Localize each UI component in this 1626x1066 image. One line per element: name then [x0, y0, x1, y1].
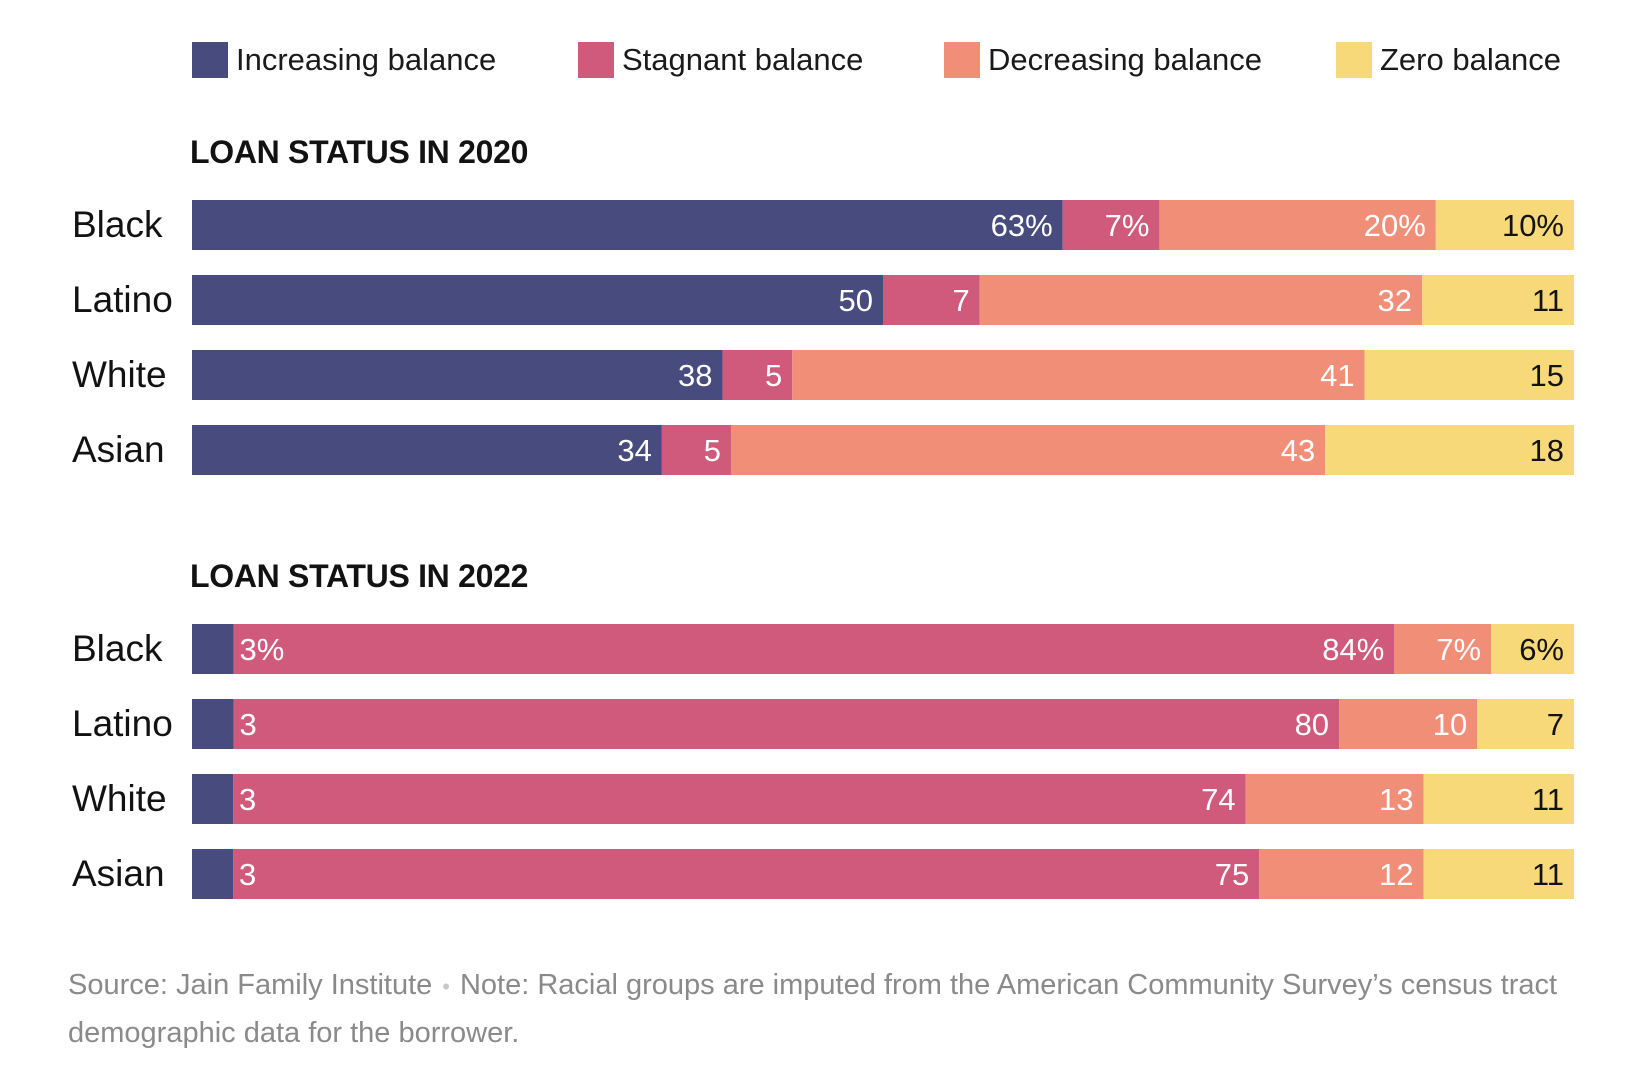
data-label-2020-black-decreasing-balance: 20% [1364, 208, 1426, 243]
data-label-2022-black-decreasing-balance: 7% [1436, 632, 1481, 667]
bar-segment-2022-black-increasing-balance [192, 624, 234, 674]
data-label-2020-black-zero-balance: 10% [1502, 208, 1564, 243]
bar-segment-2022-latino-decreasing-balance [1339, 699, 1478, 749]
data-label-2020-latino-decreasing-balance: 32 [1377, 283, 1411, 318]
bar-segment-2020-latino-stagnant-balance [883, 275, 980, 325]
legend-label-increasing: Increasing balance [236, 42, 497, 77]
bar-segment-2022-asian-decreasing-balance [1259, 849, 1424, 899]
bar-segment-2022-asian-zero-balance [1423, 849, 1574, 899]
bar-segment-2020-asian-increasing-balance [192, 425, 662, 475]
legend-label-stagnant: Stagnant balance [622, 42, 864, 77]
category-label-2020-white: White [72, 354, 167, 395]
bar-segment-2022-latino-increasing-balance [192, 699, 234, 749]
data-label-2022-latino-stagnant-balance: 80 [1295, 707, 1329, 742]
category-label-2020-black: Black [72, 204, 163, 245]
data-label-2020-white-increasing-balance: 38 [678, 358, 712, 393]
data-label-2020-white-stagnant-balance: 5 [765, 358, 782, 393]
data-label-2022-white-stagnant-balance: 74 [1201, 782, 1235, 817]
bar-segment-2022-latino-zero-balance [1477, 699, 1574, 749]
category-label-2020-latino: Latino [72, 279, 173, 320]
bar-segment-2020-black-zero-balance [1435, 200, 1574, 250]
data-label-2020-latino-stagnant-balance: 7 [952, 283, 969, 318]
legend-item-stagnant: Stagnant balance [578, 40, 863, 80]
data-label-2022-black-zero-balance: 6% [1519, 632, 1564, 667]
category-label-2022-latino: Latino [72, 703, 173, 744]
bar-segment-2020-black-decreasing-balance [1159, 200, 1436, 250]
data-label-2022-latino-decreasing-balance: 10 [1433, 707, 1467, 742]
bar-segment-2022-white-increasing-balance [192, 774, 234, 824]
panel-title-2020: LOAN STATUS IN 2020 [190, 134, 529, 170]
bar-segment-2022-black-decreasing-balance [1394, 624, 1492, 674]
separator-dot: • [442, 974, 450, 999]
bar-segment-2020-black-increasing-balance [192, 200, 1063, 250]
data-label-2022-latino-increasing-balance: 3 [239, 707, 256, 742]
bar-segment-2022-asian-increasing-balance [192, 849, 234, 899]
legend-swatch-decreasing [944, 42, 980, 78]
footer: Source: Jain Family Institute • Note: Raci… [68, 962, 1568, 1056]
data-label-2022-asian-increasing-balance: 3 [239, 857, 256, 892]
bar-segment-2022-latino-stagnant-balance [233, 699, 1340, 749]
data-label-2020-white-decreasing-balance: 41 [1320, 358, 1354, 393]
category-label-2022-asian: Asian [72, 853, 165, 894]
bar-segment-2020-asian-stagnant-balance [661, 425, 731, 475]
data-label-2022-white-decreasing-balance: 13 [1379, 782, 1413, 817]
bar-segment-2020-latino-zero-balance [1421, 275, 1574, 325]
bar-segment-2020-latino-decreasing-balance [979, 275, 1422, 325]
bar-segment-2020-white-stagnant-balance [722, 350, 793, 400]
legend-item-decreasing: Decreasing balance [944, 40, 1262, 80]
data-label-2020-asian-stagnant-balance: 5 [704, 433, 721, 468]
category-label-2022-black: Black [72, 628, 163, 669]
data-label-2022-asian-decreasing-balance: 12 [1379, 857, 1413, 892]
data-label-2020-asian-increasing-balance: 34 [617, 433, 651, 468]
bar-segment-2020-asian-decreasing-balance [730, 425, 1326, 475]
bar-segment-2022-white-stagnant-balance [233, 774, 1246, 824]
category-label-2022-white: White [72, 778, 167, 819]
legend-swatch-zero [1336, 42, 1372, 78]
data-label-2022-asian-zero-balance: 11 [1532, 857, 1564, 892]
legend-label-decreasing: Decreasing balance [988, 42, 1263, 77]
data-label-2022-white-zero-balance: 11 [1532, 782, 1564, 817]
data-label-2020-latino-increasing-balance: 50 [839, 283, 873, 318]
data-label-2020-black-stagnant-balance: 7% [1105, 208, 1150, 243]
category-label-2020-asian: Asian [72, 429, 165, 470]
data-label-2022-black-stagnant-balance: 84% [1322, 632, 1384, 667]
data-label-2022-asian-stagnant-balance: 75 [1215, 857, 1249, 892]
stacked-bar-chart: Black 63% 7% 20% 10% Latino 50 7 32 11 White 38 5 41 1… [72, 200, 1574, 899]
source-text: Source: Jain Family Institute [68, 969, 433, 1001]
data-label-2020-asian-decreasing-balance: 43 [1281, 433, 1315, 468]
legend-item-increasing: Increasing balance [192, 40, 496, 80]
data-label-2020-latino-zero-balance: 11 [1532, 283, 1564, 318]
panel-title-2022: LOAN STATUS IN 2022 [190, 558, 529, 594]
note-text: Note: Racial groups are imputed from the… [68, 969, 1558, 1049]
bar-segment-2022-white-zero-balance [1423, 774, 1574, 824]
bar-segment-2020-black-stagnant-balance [1062, 200, 1160, 250]
bar-segment-2020-white-decreasing-balance [792, 350, 1365, 400]
bar-segment-2022-black-stagnant-balance [233, 624, 1395, 674]
bar-segment-2022-asian-stagnant-balance [233, 849, 1260, 899]
data-label-2022-black-increasing-balance: 3% [239, 632, 284, 667]
bar-segment-2022-black-zero-balance [1491, 624, 1574, 674]
bar-segment-2020-asian-zero-balance [1325, 425, 1574, 475]
bar-segment-2020-white-increasing-balance [192, 350, 723, 400]
bar-segment-2020-latino-increasing-balance [192, 275, 883, 325]
legend-swatch-stagnant [578, 42, 614, 78]
data-label-2020-white-zero-balance: 15 [1530, 358, 1564, 393]
legend-item-zero: Zero balance [1336, 40, 1561, 80]
bar-segment-2022-white-decreasing-balance [1245, 774, 1424, 824]
data-label-2022-white-increasing-balance: 3 [239, 782, 256, 817]
data-label-2020-black-increasing-balance: 63% [991, 208, 1053, 243]
legend-swatch-increasing [192, 42, 228, 78]
data-label-2022-latino-zero-balance: 7 [1547, 707, 1564, 742]
data-label-2020-asian-zero-balance: 18 [1530, 433, 1564, 468]
legend-label-zero: Zero balance [1380, 42, 1561, 77]
bar-segment-2020-white-zero-balance [1364, 350, 1574, 400]
